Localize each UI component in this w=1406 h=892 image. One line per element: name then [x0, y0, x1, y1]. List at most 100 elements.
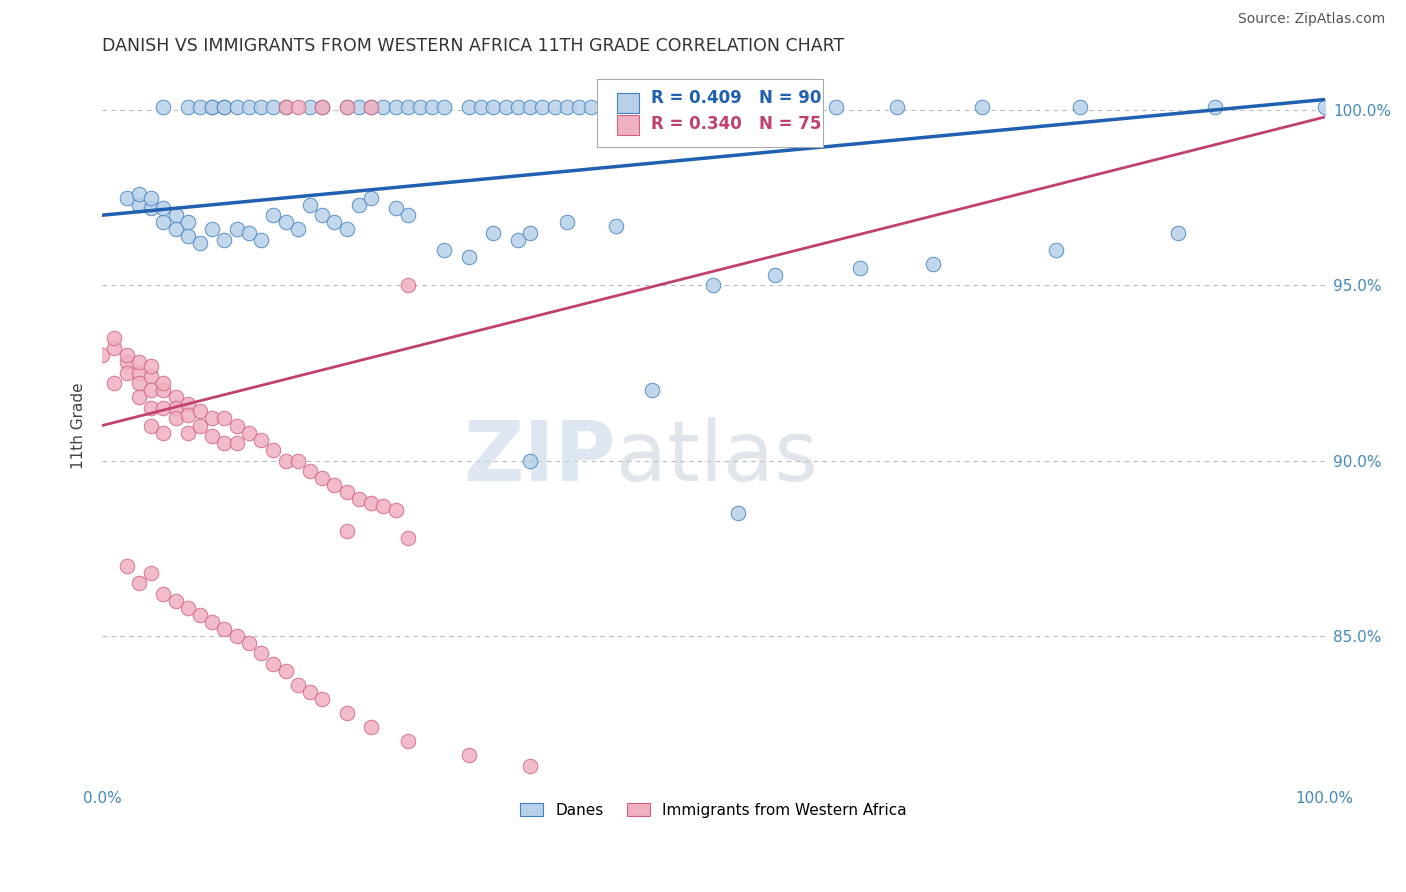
- Point: [287, 453, 309, 467]
- Point: [287, 222, 309, 236]
- Point: [214, 99, 236, 113]
- Point: [323, 478, 346, 492]
- Point: [103, 376, 125, 391]
- Point: [299, 99, 322, 113]
- Legend: Danes, Immigrants from Western Africa: Danes, Immigrants from Western Africa: [513, 795, 914, 825]
- Text: R = 0.340   N = 75: R = 0.340 N = 75: [651, 115, 821, 133]
- Point: [396, 278, 419, 293]
- Point: [972, 99, 994, 113]
- Point: [165, 222, 187, 236]
- Point: [262, 208, 284, 222]
- Point: [336, 485, 359, 500]
- Point: [201, 615, 224, 629]
- Point: [128, 376, 150, 391]
- Point: [115, 348, 138, 362]
- Point: [519, 226, 541, 240]
- Point: [543, 99, 565, 113]
- Point: [128, 391, 150, 405]
- Point: [188, 404, 211, 418]
- Point: [311, 208, 333, 222]
- Point: [336, 99, 359, 113]
- Point: [165, 391, 187, 405]
- Point: [238, 226, 260, 240]
- Point: [250, 646, 273, 660]
- FancyBboxPatch shape: [598, 78, 824, 146]
- Point: [214, 411, 236, 425]
- Point: [188, 607, 211, 622]
- Point: [262, 99, 284, 113]
- Y-axis label: 11th Grade: 11th Grade: [72, 382, 86, 469]
- Point: [360, 495, 382, 509]
- Point: [311, 99, 333, 113]
- Point: [139, 384, 162, 398]
- Point: [849, 260, 872, 275]
- Point: [396, 531, 419, 545]
- Point: [274, 664, 297, 678]
- Point: [384, 502, 406, 516]
- Point: [373, 499, 395, 513]
- Point: [103, 331, 125, 345]
- Point: [360, 99, 382, 113]
- Point: [336, 706, 359, 720]
- Point: [824, 99, 846, 113]
- Point: [568, 99, 591, 113]
- Point: [506, 233, 529, 247]
- Point: [886, 99, 908, 113]
- Point: [420, 99, 443, 113]
- Point: [470, 99, 492, 113]
- Point: [519, 453, 541, 467]
- Point: [214, 233, 236, 247]
- Point: [139, 191, 162, 205]
- Point: [115, 355, 138, 369]
- Point: [519, 758, 541, 772]
- Point: [165, 411, 187, 425]
- Point: [555, 215, 578, 229]
- Point: [238, 99, 260, 113]
- Point: [396, 99, 419, 113]
- Text: R = 0.409   N = 90: R = 0.409 N = 90: [651, 89, 821, 107]
- Point: [139, 359, 162, 373]
- Point: [250, 433, 273, 447]
- Point: [188, 236, 211, 251]
- Point: [311, 692, 333, 706]
- Point: [238, 425, 260, 440]
- Point: [250, 99, 273, 113]
- Point: [360, 720, 382, 734]
- Point: [702, 278, 724, 293]
- Point: [139, 201, 162, 215]
- Point: [336, 99, 359, 113]
- Point: [482, 99, 505, 113]
- Point: [1204, 99, 1226, 113]
- Point: [274, 215, 297, 229]
- Point: [336, 222, 359, 236]
- Point: [299, 464, 322, 478]
- Point: [628, 99, 651, 113]
- Text: atlas: atlas: [616, 417, 817, 498]
- Point: [373, 99, 395, 113]
- Point: [165, 208, 187, 222]
- Point: [225, 418, 247, 433]
- Point: [214, 436, 236, 450]
- Point: [274, 453, 297, 467]
- Point: [152, 99, 174, 113]
- Point: [311, 471, 333, 485]
- Point: [1069, 99, 1091, 113]
- Point: [177, 229, 200, 244]
- Point: [274, 99, 297, 113]
- Point: [336, 524, 359, 538]
- Point: [384, 201, 406, 215]
- Point: [763, 99, 786, 113]
- Point: [165, 594, 187, 608]
- Point: [139, 401, 162, 415]
- Point: [188, 418, 211, 433]
- FancyBboxPatch shape: [617, 93, 638, 113]
- Point: [201, 222, 224, 236]
- Point: [250, 233, 273, 247]
- Point: [225, 436, 247, 450]
- Point: [115, 191, 138, 205]
- Point: [396, 734, 419, 748]
- Point: [103, 342, 125, 356]
- Point: [225, 222, 247, 236]
- Point: [409, 99, 432, 113]
- Point: [396, 208, 419, 222]
